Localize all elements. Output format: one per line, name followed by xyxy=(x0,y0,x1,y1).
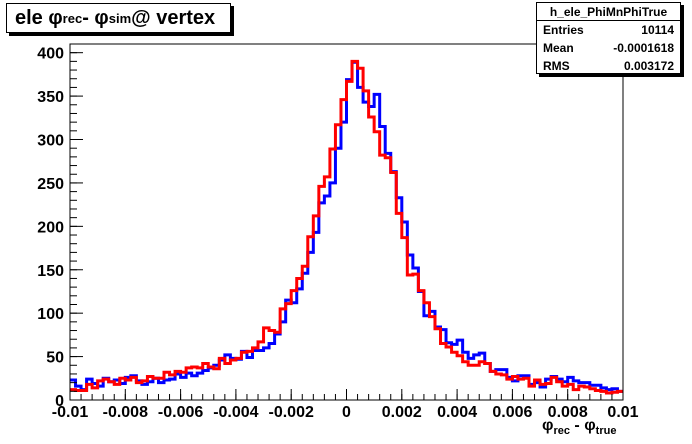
title-tail: @ vertex xyxy=(131,6,216,29)
stats-row-mean: Mean -0.0001618 xyxy=(537,39,680,57)
y-tick-label: 350 xyxy=(37,89,64,106)
stats-rms-label: RMS xyxy=(543,59,570,73)
y-tick-label: 200 xyxy=(37,219,64,236)
stats-entries-label: Entries xyxy=(543,23,584,37)
title-mid: - φ xyxy=(82,6,109,29)
x-tick-label: 0.01 xyxy=(607,404,638,421)
stats-box: h_ele_PhiMnPhiTrue Entries 10114 Mean -0… xyxy=(536,2,681,74)
stats-rms-value: 0.003172 xyxy=(623,59,674,73)
title-sub-sim: sim xyxy=(108,10,132,26)
title-main: ele φ xyxy=(15,6,63,29)
stats-mean-label: Mean xyxy=(543,41,574,55)
x-tick-label: 0.006 xyxy=(492,404,532,421)
series-layer xyxy=(70,59,623,395)
title-sub-rec: rec xyxy=(62,10,83,26)
histogram-series-1 xyxy=(70,60,623,393)
x-tick-label: 0 xyxy=(342,404,351,421)
x-tick-label: -0.008 xyxy=(103,404,148,421)
y-tick-label: 100 xyxy=(37,306,64,323)
x-tick-label: -0.004 xyxy=(213,404,258,421)
x-tick-label: -0.01 xyxy=(52,404,89,421)
axis-layer: -0.01 -0.008 -0.006 -0.004 -0.002 0 0.002 0.004… xyxy=(37,43,639,421)
histogram-title: ele φ rec - φ sim @ vertex xyxy=(6,3,231,33)
y-tick-label: 400 xyxy=(37,46,64,63)
stats-histogram-name: h_ele_PhiMnPhiTrue xyxy=(537,3,680,21)
histogram-series-2 xyxy=(70,59,623,395)
y-tick-label: 300 xyxy=(37,133,64,150)
stats-row-entries: Entries 10114 xyxy=(537,21,680,39)
x-tick-label: 0.002 xyxy=(382,404,422,421)
x-tick-label: -0.002 xyxy=(269,404,314,421)
y-tick-label: 0 xyxy=(55,393,64,410)
y-tick-label: 50 xyxy=(46,350,64,367)
y-tick-label: 250 xyxy=(37,176,64,193)
y-tick-label: 150 xyxy=(37,263,64,280)
x-tick-label: 0.008 xyxy=(548,404,588,421)
x-axis-label: φrec - φtrue xyxy=(542,417,616,437)
x-tick-label: -0.006 xyxy=(158,404,203,421)
stats-mean-value: -0.0001618 xyxy=(613,41,674,55)
stats-row-rms: RMS 0.003172 xyxy=(537,57,680,75)
stats-entries-value: 10114 xyxy=(641,23,674,37)
x-tick-label: 0.004 xyxy=(437,404,477,421)
